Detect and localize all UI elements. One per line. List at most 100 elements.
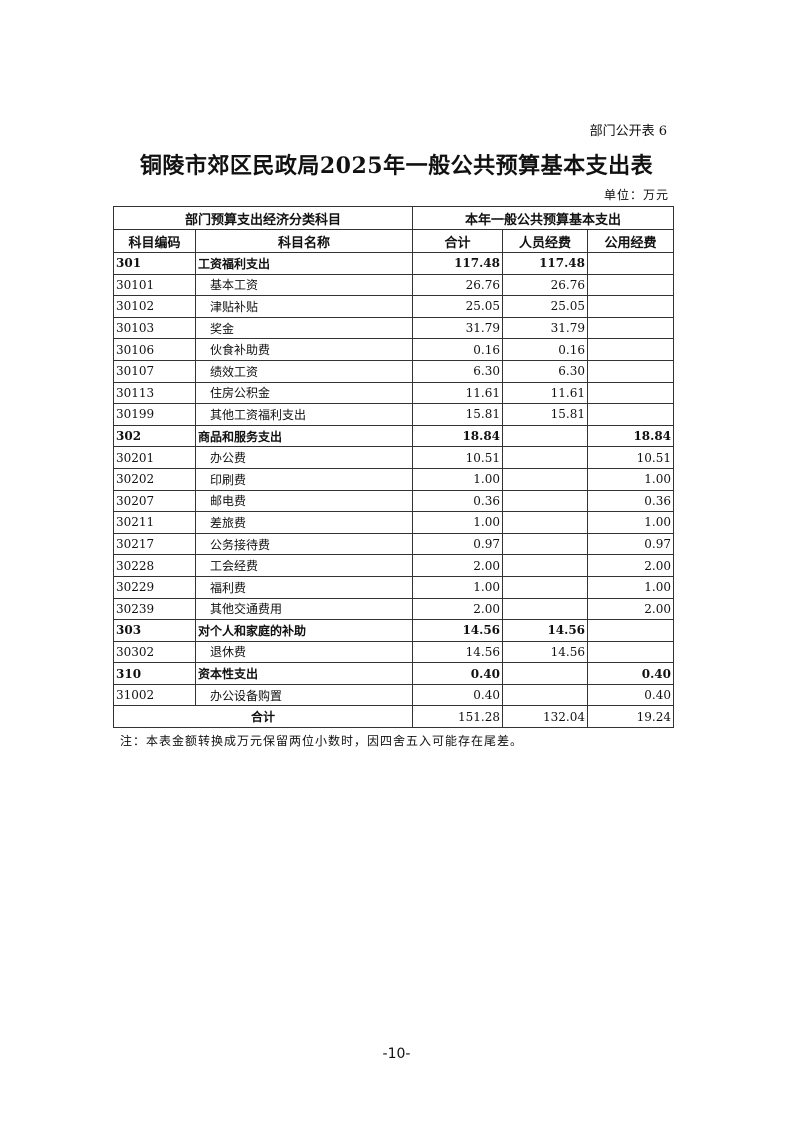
table-row: 30113 住房公积金 11.61 11.61	[113, 381, 675, 405]
cell-total: 2.00	[412, 597, 504, 621]
category-row: 303 对个人和家庭的补助 14.56 14.56	[113, 619, 675, 642]
table-row: 30201 办公费 10.51 10.51	[113, 446, 675, 469]
cell-public: 2.00	[587, 597, 675, 621]
column-header-total: 合计	[412, 229, 504, 253]
cell-name: 商品和服务支出	[194, 424, 414, 448]
cell-total: 1.00	[412, 467, 504, 491]
cell-public	[587, 295, 675, 318]
cell-name: 对个人和家庭的补助	[194, 619, 414, 642]
cell-code: 30107	[113, 359, 196, 383]
cell-name: 邮电费	[194, 489, 414, 513]
cell-public	[587, 359, 675, 383]
cell-code: 31002	[113, 683, 196, 707]
cell-code: 30101	[113, 273, 196, 297]
cell-total: 2.00	[412, 554, 504, 577]
cell-total: 1.00	[412, 511, 504, 534]
cell-total: 11.61	[412, 381, 504, 405]
cell-personnel	[502, 467, 589, 491]
cell-code: 30211	[113, 511, 196, 534]
table-row: 30103 奖金 31.79 31.79	[113, 316, 675, 340]
cell-personnel	[502, 446, 589, 469]
cell-code: 30239	[113, 597, 196, 621]
unit-label: 单位：万元	[603, 188, 669, 202]
table-row: 30217 公务接待费 0.97 0.97	[113, 532, 675, 556]
cell-code: 30103	[113, 316, 196, 340]
cell-personnel	[502, 532, 589, 556]
table-row: 30107 绩效工资 6.30 6.30	[113, 359, 675, 383]
cell-total: 10.51	[412, 446, 504, 469]
cell-public	[587, 273, 675, 297]
column-header-row: 科目编码 科目名称 合计 人员经费 公用经费	[113, 229, 675, 253]
cell-total: 25.05	[412, 295, 504, 318]
cell-public: 0.40	[587, 683, 675, 707]
cell-code: 30102	[113, 295, 196, 318]
cell-code: 30229	[113, 575, 196, 599]
column-header-code: 科目编码	[113, 229, 196, 253]
cell-personnel	[502, 424, 589, 448]
cell-public: 0.36	[587, 489, 675, 513]
cell-code: 30217	[113, 532, 196, 556]
page-title: 铜陵市郊区民政局2025年一般公共预算基本支出表	[139, 153, 654, 179]
cell-name: 绩效工资	[194, 359, 414, 383]
cell-public	[587, 619, 675, 642]
cell-public: 0.97	[587, 532, 675, 556]
cell-personnel: 14.56	[502, 619, 589, 642]
cell-name: 住房公积金	[194, 381, 414, 405]
cell-personnel: 11.61	[502, 381, 589, 405]
cell-total: 26.76	[412, 273, 504, 297]
cell-public: 0.40	[587, 662, 675, 685]
cell-total: 14.56	[412, 619, 504, 642]
cell-public	[587, 381, 675, 405]
cell-personnel	[502, 662, 589, 685]
cell-total: 0.40	[412, 683, 504, 707]
cell-name: 差旅费	[194, 511, 414, 534]
cell-public	[587, 403, 675, 426]
cell-personnel	[502, 683, 589, 707]
cell-code: 30106	[113, 338, 196, 361]
cell-total: 6.30	[412, 359, 504, 383]
cell-public: 1.00	[587, 467, 675, 491]
cell-name: 津贴补贴	[194, 295, 414, 318]
footnote: 注：本表金额转换成万元保留两位小数时，因四舍五入可能存在尾差。	[120, 734, 524, 748]
category-row: 302 商品和服务支出 18.84 18.84	[113, 424, 675, 448]
cell-personnel: 25.05	[502, 295, 589, 318]
cell-total: 0.16	[412, 338, 504, 361]
cell-total: 0.97	[412, 532, 504, 556]
cell-public: 1.00	[587, 511, 675, 534]
column-header-personnel: 人员经费	[502, 229, 589, 253]
cell-public: 1.00	[587, 575, 675, 599]
cell-name: 福利费	[194, 575, 414, 599]
cell-name: 奖金	[194, 316, 414, 340]
cell-code: 301	[113, 252, 196, 275]
cell-personnel: 6.30	[502, 359, 589, 383]
cell-name: 伙食补助费	[194, 338, 414, 361]
cell-total: 117.48	[412, 252, 504, 275]
cell-code: 30113	[113, 381, 196, 405]
table-row: 30239 其他交通费用 2.00 2.00	[113, 597, 675, 621]
cell-public: 10.51	[587, 446, 675, 469]
cell-personnel	[502, 597, 589, 621]
cell-public	[587, 252, 675, 275]
cell-public	[587, 338, 675, 361]
cell-total: 31.79	[412, 316, 504, 340]
cell-name: 办公费	[194, 446, 414, 469]
table-body: 301 工资福利支出 117.48 117.48 30101 基本工资 26.76 26.76…	[113, 252, 675, 707]
table-row: 30106 伙食补助费 0.16 0.16	[113, 338, 675, 361]
cell-name: 退休费	[194, 640, 414, 664]
table-row: 30207 邮电费 0.36 0.36	[113, 489, 675, 513]
table-number-label: 部门公开表 6	[589, 124, 667, 139]
cell-name: 办公设备购置	[194, 683, 414, 707]
column-header-public: 公用经费	[587, 229, 675, 253]
table-row: 30302 退休费 14.56 14.56	[113, 640, 675, 664]
budget-table: 部门预算支出经济分类科目 本年一般公共预算基本支出 科目编码 科目名称 合计 人…	[112, 206, 675, 729]
page-number: -10-	[382, 1046, 411, 1062]
total-public: 19.24	[587, 705, 675, 729]
cell-total: 14.56	[412, 640, 504, 664]
category-row: 301 工资福利支出 117.48 117.48	[113, 252, 675, 275]
total-personnel: 132.04	[502, 705, 589, 729]
cell-personnel	[502, 575, 589, 599]
total-label: 合计	[112, 705, 414, 729]
cell-name: 其他交通费用	[194, 597, 414, 621]
cell-total: 0.40	[412, 662, 504, 685]
cell-name: 工会经费	[194, 554, 414, 577]
